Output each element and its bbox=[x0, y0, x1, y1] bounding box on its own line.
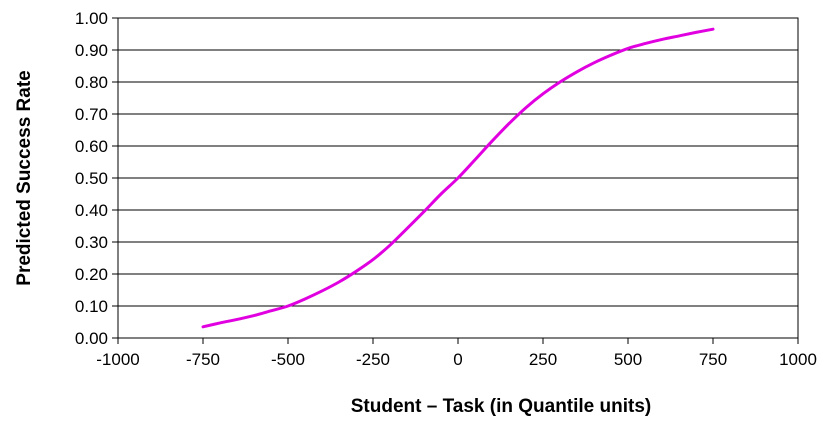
y-tick-label: 0.50 bbox=[75, 169, 108, 188]
x-axis-title: Student – Task (in Quantile units) bbox=[351, 396, 652, 417]
y-tick-label: 0.40 bbox=[75, 201, 108, 220]
x-tick-label: -500 bbox=[271, 350, 305, 369]
x-tick-label: -250 bbox=[356, 350, 390, 369]
y-tick-label: 0.90 bbox=[75, 41, 108, 60]
x-tick-label: 500 bbox=[614, 350, 642, 369]
x-tick-label: 250 bbox=[529, 350, 557, 369]
x-tick-label: 1000 bbox=[779, 350, 817, 369]
series bbox=[201, 27, 715, 329]
y-tick-label: 0.80 bbox=[75, 73, 108, 92]
y-axis-title: Predicted Success Rate bbox=[14, 70, 35, 285]
y-tick-label: 0.60 bbox=[75, 137, 108, 156]
y-tick-label: 0.30 bbox=[75, 233, 108, 252]
ticks: 0.00 0.10 0.20 0.30 0.40 0.50 0.60 0.70 0.80 0.90… bbox=[75, 9, 817, 369]
y-tick-label: 0.20 bbox=[75, 265, 108, 284]
y-tick-label: 0.00 bbox=[75, 329, 108, 348]
x-tick-label: -750 bbox=[186, 350, 220, 369]
y-tick-label: 0.10 bbox=[75, 297, 108, 316]
y-tick-label: 0.70 bbox=[75, 105, 108, 124]
series-line bbox=[201, 27, 715, 329]
y-tick-label: 1.00 bbox=[75, 9, 108, 28]
x-tick-label: 750 bbox=[699, 350, 727, 369]
x-tick-label: -1000 bbox=[96, 350, 139, 369]
x-tick-label: 0 bbox=[453, 350, 462, 369]
